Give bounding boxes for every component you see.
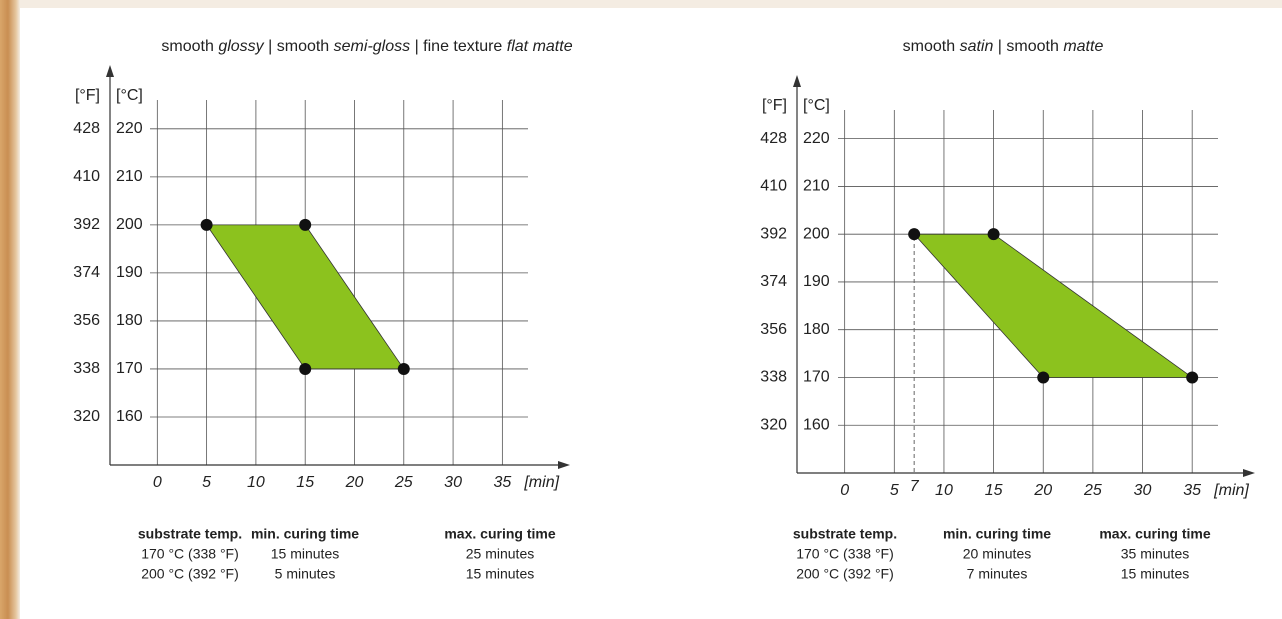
title-part: | fine texture	[410, 38, 507, 55]
x-tick-label: 20	[345, 474, 364, 491]
x-tick-label: 5	[890, 482, 899, 499]
y2-tick-label: 374	[73, 264, 100, 281]
title-part: | smooth	[264, 38, 334, 55]
y-arrow	[106, 65, 114, 77]
y2-axis-label: [°F]	[75, 87, 100, 104]
table-cell: 170 °C (338 °F)	[796, 546, 894, 562]
chart-title: smooth satin | smooth matte	[903, 38, 1104, 55]
x-tick-label: 20	[1033, 482, 1052, 499]
y2-tick-label: 356	[73, 312, 100, 329]
table-header: substrate temp.	[138, 526, 242, 542]
point	[1186, 371, 1199, 384]
y2-tick-label: 320	[760, 416, 787, 433]
y-tick-label: 210	[116, 168, 143, 185]
x-tick-label: 30	[1134, 482, 1152, 499]
y2-tick-label: 374	[760, 273, 787, 290]
table-header: min. curing time	[943, 526, 1051, 542]
y-tick-label: 220	[803, 130, 830, 147]
x-tick-label: 15	[985, 482, 1003, 499]
curing-window	[205, 224, 405, 370]
y-arrow	[793, 75, 801, 87]
table-cell: 200 °C (392 °F)	[141, 566, 239, 582]
table-cell: 25 minutes	[466, 546, 534, 562]
x-tick-label: 35	[1183, 482, 1201, 499]
x-tick-label: 10	[935, 482, 953, 499]
y-tick-label: 190	[116, 264, 143, 281]
chart-title: smooth glossy | smooth semi-gloss | fine…	[161, 38, 572, 55]
y2-tick-label: 410	[73, 168, 100, 185]
y-tick-label: 170	[116, 360, 143, 377]
title-part: flat matte	[507, 38, 573, 55]
y-axis-label: [°C]	[803, 97, 830, 114]
x-arrow	[558, 461, 570, 469]
y-tick-label: 160	[803, 416, 830, 433]
table-header: min. curing time	[251, 526, 359, 542]
x-tick-label: 25	[1083, 482, 1102, 499]
table-cell: 170 °C (338 °F)	[141, 546, 239, 562]
title-part: matte	[1063, 38, 1103, 55]
title-part: | smooth	[993, 38, 1063, 55]
title-part: semi-gloss	[334, 38, 410, 55]
x-tick-label: 10	[247, 474, 265, 491]
table-cell: 200 °C (392 °F)	[796, 566, 894, 582]
y-tick-label: 180	[803, 321, 830, 338]
y-tick-label: 160	[116, 408, 143, 425]
y-tick-label: 170	[803, 369, 830, 386]
x-axis-label: [min]	[1213, 482, 1249, 499]
x-arrow	[1243, 469, 1255, 477]
table-header: max. curing time	[444, 526, 555, 542]
x-tick-label: 0	[840, 482, 849, 499]
table-cell: 20 minutes	[963, 546, 1031, 562]
x-tick-label: 35	[493, 474, 511, 491]
table-cell: 15 minutes	[466, 566, 534, 582]
y2-tick-label: 338	[73, 360, 100, 377]
point	[987, 228, 1000, 241]
y2-axis-label: [°F]	[762, 97, 787, 114]
y2-tick-label: 356	[760, 321, 787, 338]
point	[397, 362, 410, 375]
x-tick-label: 5	[202, 474, 211, 491]
table-cell: 15 minutes	[1121, 566, 1189, 582]
y2-tick-label: 320	[73, 408, 100, 425]
y-axis-label: [°C]	[116, 87, 143, 104]
title-part: satin	[960, 38, 994, 55]
x-tick-label: 30	[444, 474, 462, 491]
table-header: max. curing time	[1099, 526, 1210, 542]
x-axis-label: [min]	[523, 474, 559, 491]
x-tick-label: 0	[153, 474, 162, 491]
y2-tick-label: 392	[760, 225, 787, 242]
point	[299, 218, 312, 231]
y-tick-label: 220	[116, 120, 143, 137]
table-header: substrate temp.	[793, 526, 897, 542]
point	[908, 228, 921, 241]
y2-tick-label: 338	[760, 369, 787, 386]
title-part: smooth	[161, 38, 218, 55]
point	[200, 218, 213, 231]
curing-window	[913, 233, 1194, 378]
y2-tick-label: 392	[73, 216, 100, 233]
title-part: smooth	[903, 38, 960, 55]
marker-label: 7	[910, 478, 920, 495]
x-tick-label: 15	[296, 474, 314, 491]
x-tick-label: 25	[394, 474, 413, 491]
table-cell: 5 minutes	[275, 566, 336, 582]
y-tick-label: 180	[116, 312, 143, 329]
title-part: glossy	[218, 38, 264, 55]
y2-tick-label: 428	[760, 130, 787, 147]
y-tick-label: 200	[116, 216, 143, 233]
y-tick-label: 200	[803, 225, 830, 242]
y2-tick-label: 428	[73, 120, 100, 137]
y-tick-label: 210	[803, 178, 830, 195]
table-cell: 15 minutes	[271, 546, 339, 562]
table-cell: 7 minutes	[967, 566, 1028, 582]
y2-tick-label: 410	[760, 178, 787, 195]
table-cell: 35 minutes	[1121, 546, 1189, 562]
y-tick-label: 190	[803, 273, 830, 290]
point	[299, 362, 312, 375]
point	[1037, 371, 1050, 384]
